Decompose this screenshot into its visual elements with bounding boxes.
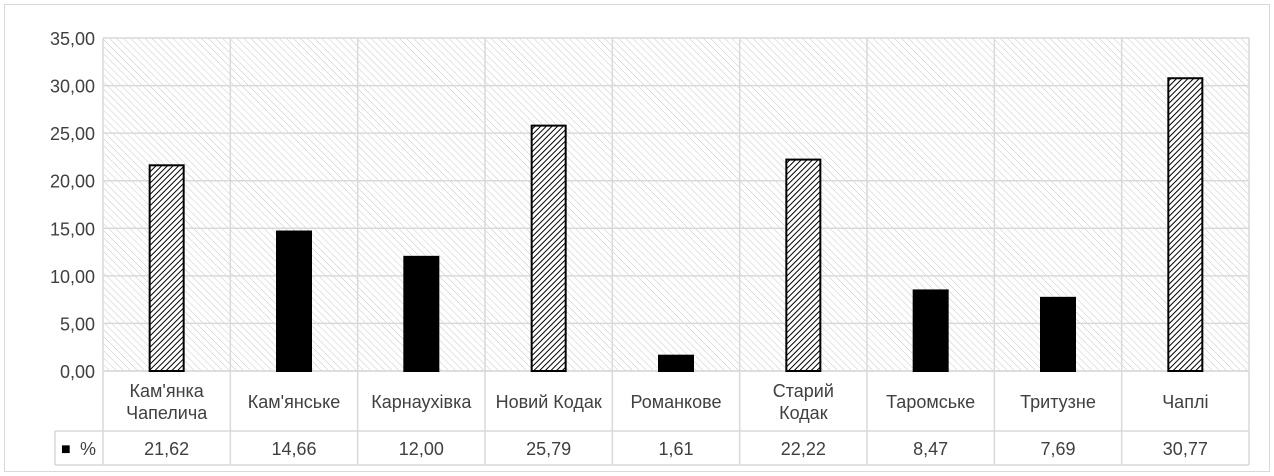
y-tick-label: 25,00 xyxy=(50,124,95,144)
bar-chart: 0,00 5,00 10,00 15,00 20,00 25,00 30,00 35,00 Ка… xyxy=(50,29,1250,466)
y-tick-label: 20,00 xyxy=(50,172,95,192)
y-tick-label: 5,00 xyxy=(60,314,95,334)
x-category-label: Старий Кодак xyxy=(773,381,834,423)
bar xyxy=(912,289,949,372)
data-table-value: 7,69 xyxy=(1040,439,1075,459)
bar xyxy=(1167,77,1204,373)
legend-key-icon: ■ xyxy=(61,441,71,458)
y-tick-label: 35,00 xyxy=(50,29,95,49)
data-table-value: 25,79 xyxy=(526,439,571,459)
x-category-label: Кам'янка Чапелича xyxy=(126,381,208,423)
x-category-label: Тритузне xyxy=(1020,392,1096,412)
x-category-label: Карнаухівка xyxy=(371,392,472,412)
x-category-label: Кам'янське xyxy=(248,392,340,412)
y-tick-label: 10,00 xyxy=(50,267,95,287)
bar xyxy=(403,255,440,372)
data-table-value: 12,00 xyxy=(399,439,444,459)
data-table-value: 8,47 xyxy=(913,439,948,459)
bar xyxy=(785,158,822,372)
y-tick-label: 30,00 xyxy=(50,77,95,97)
y-tick-label: 15,00 xyxy=(50,219,95,239)
x-category-label: Романкове xyxy=(630,392,721,412)
plot-area-background xyxy=(103,38,1249,371)
bar xyxy=(658,354,694,373)
data-table-value: 14,66 xyxy=(271,439,316,459)
bar xyxy=(276,230,312,372)
y-tick-label: 0,00 xyxy=(60,362,95,382)
x-category-label: Чаплі xyxy=(1162,392,1208,412)
bar xyxy=(148,164,185,372)
data-table-value: 21,62 xyxy=(144,439,189,459)
bar xyxy=(530,124,567,372)
x-category-label: Таромське xyxy=(886,392,975,412)
data-table-value: 30,77 xyxy=(1163,439,1208,459)
data-table-value: 1,61 xyxy=(658,439,693,459)
series-name-label: % xyxy=(80,439,96,459)
bar xyxy=(1040,296,1076,372)
x-category-label: Новий Кодак xyxy=(496,392,602,412)
chart-container: 0,00 5,00 10,00 15,00 20,00 25,00 30,00 35,00 Ка… xyxy=(4,4,1270,472)
data-table-value: 22,22 xyxy=(781,439,826,459)
